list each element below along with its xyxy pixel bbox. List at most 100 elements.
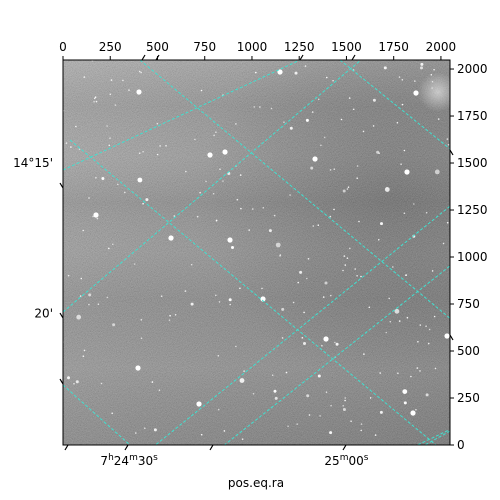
- star: [405, 274, 407, 277]
- star: [285, 371, 288, 374]
- x-axis-label: pos.eq.ra: [228, 476, 284, 490]
- star: [67, 274, 70, 277]
- star: [372, 125, 375, 127]
- star: [350, 420, 352, 423]
- star: [199, 191, 201, 194]
- plot-frame: [62, 59, 451, 446]
- star: [185, 170, 187, 173]
- star: [283, 121, 285, 123]
- star: [403, 401, 407, 405]
- star: [236, 198, 239, 201]
- star: [383, 66, 387, 70]
- star: [111, 412, 113, 415]
- star: [212, 192, 215, 195]
- y-tick-label-right: 1750: [457, 109, 488, 123]
- star: [239, 174, 242, 176]
- star: [88, 197, 90, 199]
- star: [397, 372, 399, 375]
- star: [434, 367, 437, 370]
- star: [427, 342, 430, 345]
- ra-tick: [64, 444, 69, 451]
- dec-tick-label: 20': [34, 306, 53, 320]
- star: [389, 320, 392, 323]
- star: [306, 277, 308, 280]
- star: [112, 243, 114, 245]
- star: [413, 203, 415, 205]
- star: [110, 79, 113, 81]
- star: [217, 408, 220, 411]
- star: [437, 118, 440, 120]
- star: [306, 394, 310, 398]
- star: [228, 298, 232, 302]
- star: [106, 125, 108, 127]
- wcs-grid-line: [63, 60, 301, 171]
- star: [368, 306, 371, 309]
- star: [312, 156, 318, 162]
- star: [308, 414, 311, 416]
- wcs-grid-line: [139, 60, 450, 319]
- star: [352, 108, 355, 111]
- star: [93, 97, 96, 100]
- star: [425, 325, 427, 328]
- star: [196, 215, 199, 218]
- star: [420, 66, 423, 70]
- star: [219, 168, 221, 170]
- star: [403, 149, 406, 152]
- star: [213, 134, 215, 137]
- star: [109, 137, 111, 139]
- star: [404, 169, 410, 175]
- star: [200, 433, 203, 436]
- star: [294, 71, 298, 75]
- star: [425, 211, 428, 214]
- star: [140, 337, 143, 340]
- star: [108, 144, 111, 147]
- star: [235, 345, 237, 348]
- star: [321, 344, 323, 347]
- star: [97, 303, 100, 306]
- star: [106, 296, 109, 299]
- star: [311, 111, 314, 113]
- star: [93, 212, 99, 218]
- star: [292, 301, 295, 304]
- star: [378, 239, 380, 241]
- star: [376, 150, 380, 154]
- star: [281, 307, 285, 311]
- ra-tick-label: 25m00s: [324, 453, 368, 468]
- star: [447, 143, 450, 146]
- dec-tick-label: 14°15': [13, 156, 53, 170]
- x-tick-label-top: 750: [193, 40, 216, 54]
- star: [330, 294, 332, 297]
- star: [261, 287, 263, 290]
- star: [200, 89, 203, 92]
- dec-tick: [449, 149, 454, 156]
- star: [340, 118, 343, 121]
- star: [268, 229, 272, 233]
- star: [419, 324, 422, 326]
- star: [190, 263, 193, 266]
- y-tick-label-right: 1000: [457, 250, 488, 264]
- x-tick-label-top: 2000: [426, 40, 457, 54]
- star: [243, 370, 245, 372]
- star: [348, 97, 351, 99]
- ra-tick: [351, 54, 356, 61]
- star: [356, 177, 359, 179]
- star: [430, 74, 433, 76]
- star: [312, 225, 315, 227]
- star: [138, 152, 141, 154]
- star: [354, 268, 357, 270]
- star: [379, 410, 383, 414]
- star: [433, 315, 436, 318]
- star: [398, 320, 401, 322]
- ra-tick-label: 7h24m30s: [100, 453, 158, 468]
- star: [159, 145, 161, 147]
- star: [240, 207, 242, 210]
- star: [95, 100, 98, 103]
- star: [329, 431, 333, 435]
- star: [279, 254, 282, 256]
- x-tick-label-top: 500: [146, 40, 169, 54]
- star: [333, 168, 336, 170]
- star: [417, 341, 419, 343]
- ra-tick: [299, 54, 304, 61]
- star: [173, 215, 176, 217]
- star: [363, 353, 365, 355]
